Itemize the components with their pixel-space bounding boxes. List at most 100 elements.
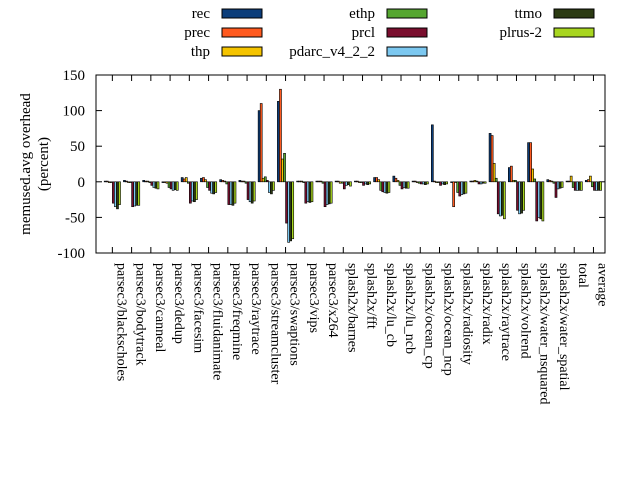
bar-prcl [439, 181, 442, 186]
bar-pdarc_v4_2_2 [518, 181, 521, 215]
bar-ttmo [231, 181, 235, 206]
bar-ttmo [327, 181, 331, 205]
bar-pdarc_v4_2_2 [441, 181, 444, 185]
bar-plrus-2 [175, 181, 179, 191]
bar-prcl [266, 180, 269, 183]
bar-thp [358, 181, 361, 183]
legend-swatch [221, 27, 263, 38]
legend-label: prcl [352, 25, 375, 41]
bar-rec [546, 179, 550, 183]
y-tick-label: -50 [65, 210, 85, 226]
bar-rec [103, 180, 107, 183]
bar-pdarc_v4_2_2 [345, 181, 348, 186]
bar-prcl [323, 181, 327, 208]
bar-thp [435, 181, 438, 183]
x-tick-label: parsec3/blackscholes [113, 263, 128, 381]
bar-thp [281, 158, 284, 183]
bar-prcl [593, 181, 596, 191]
legend-swatch [386, 46, 428, 57]
bar-pdarc_v4_2_2 [595, 181, 598, 191]
bar-ttmo [347, 181, 350, 185]
bar-ttmo [443, 181, 446, 185]
bar-thp [242, 180, 246, 183]
bar-ethp [167, 181, 171, 188]
bar-ttmo [404, 181, 408, 189]
bar-rec [507, 167, 511, 183]
bar-rec [315, 180, 319, 183]
bar-pdarc_v4_2_2 [114, 181, 117, 208]
plot-frame [95, 74, 606, 254]
bar-plrus-2 [464, 181, 468, 194]
bar-plrus-2 [522, 181, 525, 211]
bar-thp [531, 168, 534, 183]
bar-plrus-2 [214, 181, 218, 193]
bar-ethp [302, 181, 306, 183]
bar-prcl [362, 181, 365, 186]
bar-ethp [475, 180, 479, 183]
bar-thp [300, 180, 304, 183]
bar-ttmo [308, 181, 312, 203]
bars [103, 88, 602, 243]
bar-pdarc_v4_2_2 [325, 181, 329, 205]
bar-ttmo [366, 181, 369, 185]
legend-swatch [386, 27, 428, 38]
bar-prcl [496, 181, 500, 215]
bar-plrus-2 [368, 181, 372, 185]
bar-pdarc_v4_2_2 [268, 181, 271, 193]
bar-pdarc_v4_2_2 [575, 181, 579, 191]
bar-prcl [246, 181, 250, 200]
bar-thp [127, 181, 130, 183]
x-tick-label: splash2x/lu_ncb [402, 263, 417, 354]
bar-rec [277, 101, 280, 183]
bar-plrus-2 [541, 181, 545, 222]
bar-rec [334, 180, 338, 183]
bar-prcl [516, 181, 519, 211]
bar-thp [492, 162, 496, 183]
bar-pdarc_v4_2_2 [306, 181, 310, 203]
bar-rec [354, 180, 357, 183]
legend-swatch [221, 8, 263, 19]
bar-plrus-2 [329, 181, 333, 204]
bar-thp [184, 177, 188, 183]
x-tick-label: splash2x/barnes [344, 263, 359, 352]
legend-label: rec [192, 6, 211, 22]
bar-ethp [244, 181, 248, 184]
bar-prcl [573, 181, 577, 191]
bar-prcl [112, 181, 115, 204]
bar-rec [565, 180, 569, 183]
y-axis-label: memused.avg overhead (percent) [18, 93, 52, 235]
bar-thp [377, 179, 381, 183]
bar-thp [473, 180, 477, 183]
bar-pdarc_v4_2_2 [498, 181, 502, 217]
x-tick-label: parsec3/bodytrack [133, 263, 148, 366]
x-tick-label: splash2x/radix [479, 263, 494, 345]
bar-ttmo [193, 181, 196, 203]
x-tick-label: parsec3/streamcluster [267, 263, 282, 385]
bar-prec [298, 180, 302, 183]
bar-rec [373, 177, 376, 183]
bar-pdarc_v4_2_2 [383, 181, 387, 193]
bar-ttmo [558, 181, 562, 189]
bar-plrus-2 [580, 181, 583, 191]
bar-pdarc_v4_2_2 [287, 181, 290, 243]
bar-rec [161, 181, 165, 183]
bar-plrus-2 [387, 181, 391, 193]
bar-thp [512, 180, 515, 183]
bar-thp [204, 179, 207, 183]
bar-ethp [129, 181, 132, 183]
bar-thp [338, 181, 342, 184]
bar-thp [261, 177, 265, 183]
x-tick-label: splash2x/lu_cb [383, 263, 398, 347]
bar-prcl [227, 181, 231, 205]
bar-plrus-2 [137, 181, 141, 206]
bar-pdarc_v4_2_2 [479, 181, 483, 185]
bar-plrus-2 [503, 181, 506, 220]
bar-prec [529, 142, 532, 183]
bar-pdarc_v4_2_2 [537, 181, 541, 218]
y-axis-label-line: memused.avg overhead [18, 93, 34, 235]
bar-prcl [381, 181, 385, 193]
bar-plrus-2 [195, 181, 198, 200]
bar-prec [240, 180, 244, 183]
bar-prcl [419, 181, 423, 185]
